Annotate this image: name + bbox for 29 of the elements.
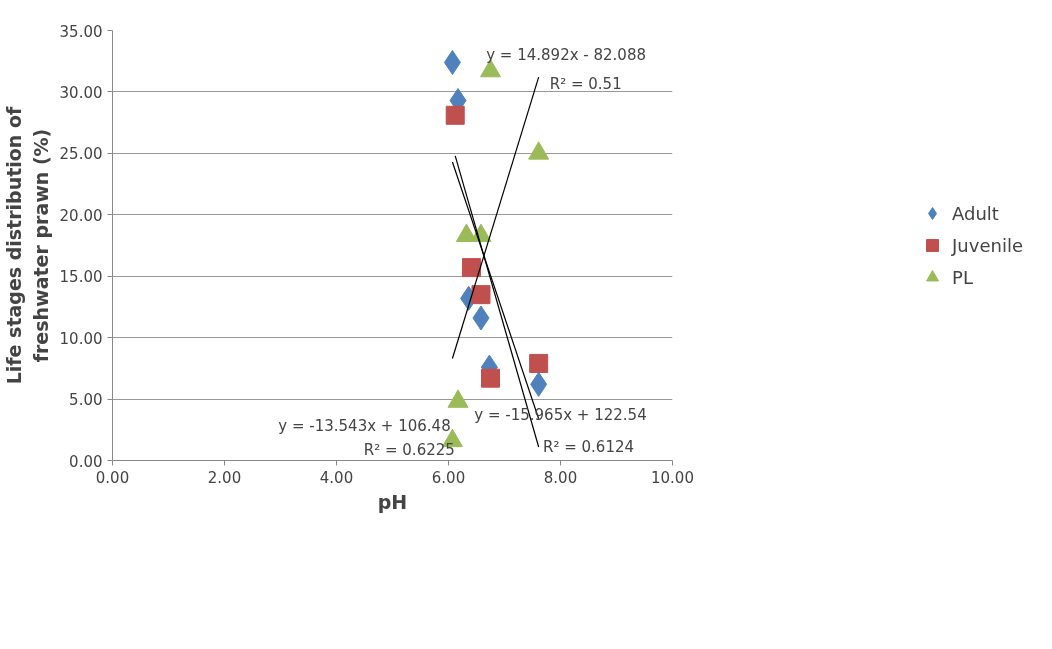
x-tick-label: 0.00 bbox=[95, 468, 130, 487]
annotation: R² = 0.6225 bbox=[363, 441, 455, 460]
legend-label: Juvenile bbox=[952, 234, 1023, 256]
y-tick-label: 0.00 bbox=[69, 452, 103, 471]
x-tick-label: 4.00 bbox=[319, 468, 354, 487]
legend-label: Adult bbox=[952, 202, 999, 224]
y-tick-label: 35.00 bbox=[59, 22, 103, 41]
y-tick-label: 25.00 bbox=[59, 145, 103, 164]
point bbox=[481, 368, 500, 388]
y-tick-label: 20.00 bbox=[59, 206, 103, 225]
point bbox=[471, 285, 491, 305]
x-tick-label: 10.00 bbox=[651, 468, 694, 487]
point bbox=[445, 105, 465, 125]
legend-label: PL bbox=[952, 266, 973, 288]
y-tick-label: 15.00 bbox=[59, 268, 103, 287]
annotation: R² = 0.51 bbox=[549, 75, 622, 94]
y-tick-label: 10.00 bbox=[59, 329, 103, 348]
y-tick-label: 5.00 bbox=[69, 391, 103, 410]
point bbox=[461, 258, 481, 278]
annotation: y = 14.892x - 82.088 bbox=[486, 45, 646, 64]
x-tick-label: 2.00 bbox=[207, 468, 242, 487]
point bbox=[529, 353, 549, 373]
x-tick-label: 8.00 bbox=[543, 468, 578, 487]
x-tick-label: 6.00 bbox=[431, 468, 466, 487]
annotation: y = -13.543x + 106.48 bbox=[278, 416, 451, 435]
y-axis-title: Life stages distribution of freshwater prawn (%) bbox=[3, 105, 52, 385]
annotation: R² = 0.6124 bbox=[542, 437, 635, 456]
y-tick-label: 30.00 bbox=[59, 83, 103, 102]
x-axis-title: pH bbox=[377, 490, 408, 513]
